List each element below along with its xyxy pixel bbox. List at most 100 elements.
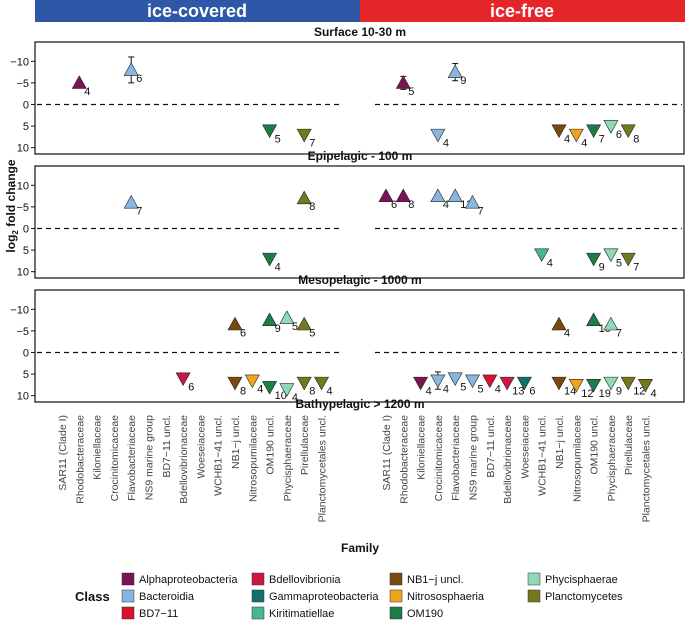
panel-title-surface: Surface 10-30 m bbox=[314, 25, 406, 39]
up-triangle-marker bbox=[227, 316, 243, 331]
replicate-count-label: 5 bbox=[275, 133, 281, 145]
replicate-count-label: 7 bbox=[478, 206, 484, 218]
legend-swatch bbox=[121, 589, 135, 603]
down-triangle-marker bbox=[568, 128, 584, 143]
y-tick-label: 0 bbox=[23, 347, 29, 359]
replicate-count-label: 8 bbox=[309, 386, 315, 398]
down-triangle-marker bbox=[430, 374, 446, 389]
replicate-count-label: 7 bbox=[136, 206, 142, 218]
x-tick-label: Flavobacteriaceae bbox=[450, 415, 462, 501]
down-triangle-marker bbox=[516, 376, 532, 391]
panel-title-bathypelagic: Bathypelagic > 1200 m bbox=[295, 397, 424, 411]
legend-entry-label: Planctomycetes bbox=[545, 591, 623, 603]
down-triangle-marker bbox=[262, 252, 278, 267]
replicate-count-label: 6 bbox=[240, 327, 246, 339]
replicate-count-label: 4 bbox=[581, 138, 587, 150]
y-tick-label: 10 bbox=[17, 267, 29, 279]
up-triangle-marker bbox=[296, 316, 312, 331]
replicate-count-label: 4 bbox=[426, 386, 432, 398]
x-tick-label: NB1−j uncl. bbox=[230, 415, 242, 469]
replicate-count-label: 4 bbox=[275, 262, 281, 274]
x-tick-label: Flavobacteriaceae bbox=[126, 415, 138, 501]
replicate-count-label: 4 bbox=[564, 327, 570, 339]
x-tick-label: WCHB1−41 uncl. bbox=[213, 415, 225, 496]
x-tick-label: SAR11 (Clade I) bbox=[381, 415, 393, 491]
down-triangle-marker bbox=[413, 376, 429, 391]
up-triangle-marker bbox=[551, 316, 567, 331]
x-tick-labels: SAR11 (Clade I) Rhodobacteraceae Kiloniell… bbox=[57, 415, 653, 523]
ice-free-label: ice-free bbox=[490, 1, 554, 21]
replicate-count-label: 5 bbox=[616, 257, 622, 269]
down-triangle-marker bbox=[464, 374, 481, 389]
legend-swatch bbox=[121, 572, 135, 586]
legend-entry-label: OM190 bbox=[407, 608, 443, 620]
replicate-count-label: 5 bbox=[292, 321, 298, 333]
legend-entry-label: Bacteroidia bbox=[139, 591, 195, 603]
panel-title-mesopelagic: Mesopelagic - 1000 m bbox=[298, 273, 421, 287]
up-triangle-marker bbox=[262, 312, 278, 326]
legend-entry-label: Kiritimatiellae bbox=[269, 608, 334, 620]
legend-swatch bbox=[251, 606, 265, 620]
x-tick-label: Rhodobacteraceae bbox=[398, 415, 410, 504]
x-tick-label: OM190 uncl. bbox=[265, 415, 277, 475]
replicate-count-label: 9 bbox=[616, 386, 622, 398]
down-triangle-marker bbox=[603, 248, 619, 263]
up-triangle-marker bbox=[378, 188, 394, 202]
x-tick-label: OM190 uncl. bbox=[589, 415, 601, 475]
x-axis-label: Family bbox=[341, 541, 379, 555]
up-triangle-marker bbox=[447, 64, 463, 78]
y-axis-label-main: log bbox=[4, 235, 18, 253]
legend-entry-label: BD7−11 bbox=[139, 608, 178, 620]
panel-frame bbox=[34, 41, 685, 155]
down-triangle-marker bbox=[586, 252, 602, 267]
up-triangle-marker bbox=[586, 312, 602, 326]
legend-swatch bbox=[251, 572, 265, 586]
replicate-count-label: 6 bbox=[616, 129, 622, 141]
replicate-count-label: 8 bbox=[408, 199, 414, 211]
legend: Class Alphaproteobacteria Bacteroidia BD7−… bbox=[75, 572, 623, 620]
replicate-count-label: 8 bbox=[309, 201, 315, 213]
replicate-count-label: 5 bbox=[309, 327, 315, 339]
down-triangle-marker bbox=[499, 376, 515, 391]
replicate-count-label: 9 bbox=[599, 262, 605, 274]
x-tick-label: NS9 marine group bbox=[468, 415, 480, 500]
replicate-count-label: 12 bbox=[581, 388, 593, 400]
replicate-count-label: 4 bbox=[443, 199, 449, 211]
replicate-count-label: 6 bbox=[188, 381, 194, 393]
down-triangle-marker bbox=[430, 128, 446, 143]
replicate-count-label: 5 bbox=[478, 384, 484, 396]
x-tick-label: Kiloniellaceae bbox=[92, 415, 104, 480]
down-triangle-marker bbox=[296, 376, 312, 391]
x-tick-label: Planctomycetales uncl. bbox=[641, 415, 653, 522]
replicate-count-label: 19 bbox=[599, 388, 611, 400]
y-tick-label: 10 bbox=[17, 391, 29, 403]
replicate-count-label: 4 bbox=[292, 392, 298, 404]
down-triangle-marker bbox=[227, 376, 243, 391]
legend-swatch bbox=[389, 572, 403, 586]
up-triangle-marker bbox=[279, 310, 295, 324]
ice-covered-label: ice-covered bbox=[147, 1, 247, 21]
down-triangle-marker bbox=[586, 378, 602, 393]
x-tick-label: Crocinitomicaceae bbox=[109, 415, 121, 502]
x-tick-label: BD7−11 uncl. bbox=[485, 415, 497, 478]
down-triangle-marker bbox=[244, 374, 260, 389]
legend-swatch bbox=[121, 606, 135, 620]
y-tick-label: −10 bbox=[10, 56, 29, 68]
down-triangle-marker bbox=[586, 124, 602, 139]
x-tick-label: Pirellulaceae bbox=[299, 415, 311, 475]
x-tick-label: Nitrosopumilaceae bbox=[571, 415, 583, 502]
replicate-count-label: 5 bbox=[460, 381, 466, 393]
down-triangle-marker bbox=[568, 378, 584, 393]
replicate-count-label: 14 bbox=[564, 386, 576, 398]
x-tick-label: Phycisphaeraceae bbox=[282, 415, 294, 502]
replicate-count-label: 4 bbox=[564, 133, 570, 145]
replicate-count-label: 4 bbox=[495, 384, 501, 396]
up-triangle-marker bbox=[123, 194, 139, 209]
replicate-count-label: 7 bbox=[633, 262, 639, 274]
up-triangle-marker bbox=[71, 75, 87, 89]
x-tick-label: NS9 marine group bbox=[144, 415, 156, 500]
replicate-count-label: 4 bbox=[84, 86, 90, 98]
replicate-count-label: 6 bbox=[136, 73, 142, 85]
